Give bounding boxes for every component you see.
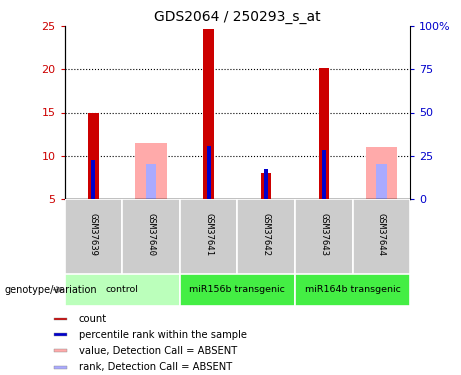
Text: value, Detection Call = ABSENT: value, Detection Call = ABSENT bbox=[78, 346, 237, 356]
Bar bbox=[91, 160, 95, 199]
Bar bbox=[376, 164, 387, 199]
Bar bbox=[366, 147, 397, 199]
Bar bbox=[207, 146, 211, 199]
Bar bbox=[353, 199, 410, 274]
Text: control: control bbox=[106, 285, 139, 294]
Text: count: count bbox=[78, 314, 106, 324]
Text: miR156b transgenic: miR156b transgenic bbox=[189, 285, 285, 294]
Text: GSM37643: GSM37643 bbox=[319, 213, 328, 256]
Bar bbox=[180, 274, 295, 306]
Bar bbox=[146, 164, 156, 199]
Bar bbox=[319, 68, 329, 199]
Bar bbox=[88, 112, 99, 199]
Bar bbox=[203, 29, 214, 199]
Text: rank, Detection Call = ABSENT: rank, Detection Call = ABSENT bbox=[78, 362, 232, 372]
Text: GSM37639: GSM37639 bbox=[89, 213, 98, 256]
Bar bbox=[261, 173, 272, 199]
Bar bbox=[65, 274, 180, 306]
Bar bbox=[54, 318, 67, 320]
Text: percentile rank within the sample: percentile rank within the sample bbox=[78, 330, 247, 340]
Bar bbox=[237, 199, 295, 274]
Bar bbox=[54, 366, 67, 369]
Bar bbox=[295, 274, 410, 306]
Bar bbox=[122, 199, 180, 274]
Title: GDS2064 / 250293_s_at: GDS2064 / 250293_s_at bbox=[154, 10, 321, 24]
Text: GSM37641: GSM37641 bbox=[204, 213, 213, 256]
Text: GSM37640: GSM37640 bbox=[147, 213, 155, 256]
Bar bbox=[264, 169, 268, 199]
Text: GSM37642: GSM37642 bbox=[262, 213, 271, 256]
Text: genotype/variation: genotype/variation bbox=[5, 285, 97, 295]
Bar bbox=[54, 350, 67, 352]
Bar bbox=[65, 199, 122, 274]
Text: GSM37644: GSM37644 bbox=[377, 213, 386, 256]
Bar bbox=[180, 199, 237, 274]
Text: miR164b transgenic: miR164b transgenic bbox=[305, 285, 401, 294]
Bar bbox=[322, 150, 326, 199]
Bar bbox=[135, 143, 167, 199]
Bar bbox=[54, 333, 67, 336]
Bar bbox=[295, 199, 353, 274]
